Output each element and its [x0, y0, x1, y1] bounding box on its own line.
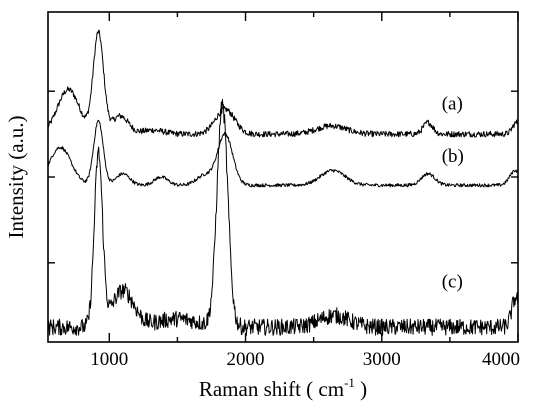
x-tick-label: 4000: [482, 349, 520, 370]
x-axis-title: Raman shift ( cm-1 ): [199, 375, 367, 401]
series-line-3: [47, 98, 519, 336]
x-axis-title-superscript: -1: [344, 375, 355, 390]
x-tick-label: 2000: [227, 349, 265, 370]
series-line-2: [47, 119, 519, 188]
series-line-1: [47, 29, 518, 138]
y-axis-title: Intensity (a.u.): [4, 115, 28, 238]
x-tick-label: 3000: [363, 349, 401, 370]
series-label-2: (b): [442, 146, 464, 167]
series-label-1: (a): [442, 93, 463, 114]
x-tick-label: 1000: [90, 349, 128, 370]
traces-layer: [47, 29, 519, 336]
tick-labels-layer: 1000 2000 3000 4000: [90, 349, 520, 370]
x-axis-title-end: ): [355, 377, 367, 401]
series-labels-layer: (a) (b) (c): [442, 93, 464, 292]
series-label-3: (c): [442, 272, 463, 293]
x-axis-title-main: Raman shift ( cm: [199, 377, 344, 401]
plot-frame: [47, 11, 519, 343]
